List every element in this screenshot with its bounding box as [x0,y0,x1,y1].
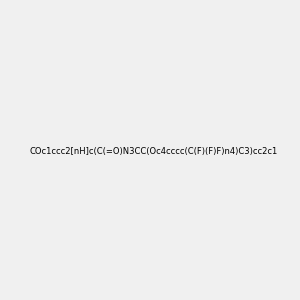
Text: COc1ccc2[nH]c(C(=O)N3CC(Oc4cccc(C(F)(F)F)n4)C3)cc2c1: COc1ccc2[nH]c(C(=O)N3CC(Oc4cccc(C(F)(F)F… [30,147,278,156]
